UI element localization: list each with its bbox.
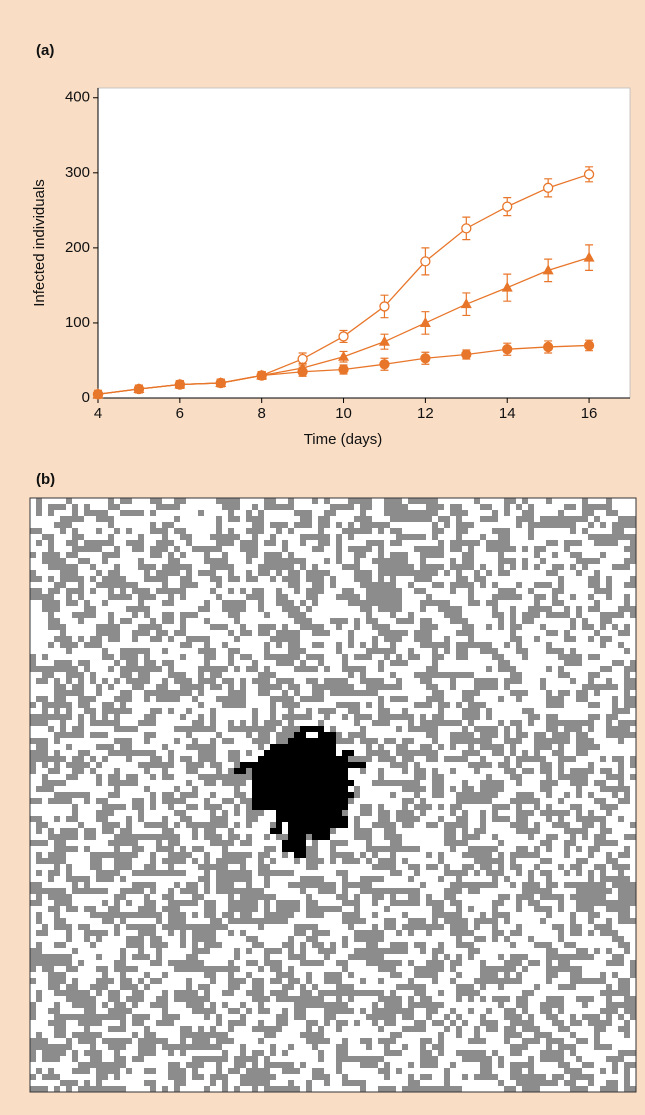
marker [420, 353, 431, 364]
marker [583, 251, 595, 262]
marker [378, 335, 390, 346]
occupied-cells [30, 498, 636, 1092]
x-tick-label: 8 [258, 405, 266, 422]
y-tick-label: 100 [65, 314, 90, 331]
marker [460, 298, 472, 309]
marker [379, 359, 390, 370]
marker [338, 364, 349, 375]
x-tick-label: 16 [581, 405, 598, 422]
x-tick-label: 14 [499, 405, 516, 422]
marker [419, 316, 431, 327]
marker [420, 256, 431, 267]
x-tick-label: 12 [417, 405, 434, 422]
x-tick-label: 10 [335, 405, 352, 422]
y-tick-label: 300 [65, 164, 90, 181]
lattice-border [29, 497, 637, 1093]
x-tick-label: 4 [94, 405, 102, 422]
marker [502, 201, 513, 212]
y-tick-label: 400 [65, 89, 90, 106]
panel-label: (b) [36, 471, 55, 488]
marker [379, 301, 390, 312]
marker [133, 383, 145, 395]
marker [338, 331, 349, 342]
y-tick-label: 200 [65, 239, 90, 256]
marker [338, 350, 350, 361]
y-tick-label: 0 [82, 389, 90, 406]
marker [92, 389, 104, 400]
lattice-image [29, 497, 637, 1093]
marker [502, 344, 513, 355]
marker [543, 341, 554, 353]
marker [461, 223, 472, 234]
marker [583, 340, 595, 351]
infected-cells [234, 726, 366, 858]
marker [461, 349, 472, 360]
y-axis-title: Infected individuals [31, 179, 48, 307]
x-tick-label: 6 [176, 405, 184, 422]
marker [542, 264, 554, 275]
marker [543, 182, 554, 193]
marker [297, 366, 308, 377]
marker [174, 379, 185, 390]
panel-label: (a) [36, 42, 54, 59]
marker [215, 377, 226, 389]
marker [256, 370, 267, 381]
marker [583, 169, 595, 180]
marker [501, 281, 513, 292]
x-axis-title: Time (days) [304, 431, 383, 448]
plot-area [97, 87, 631, 399]
